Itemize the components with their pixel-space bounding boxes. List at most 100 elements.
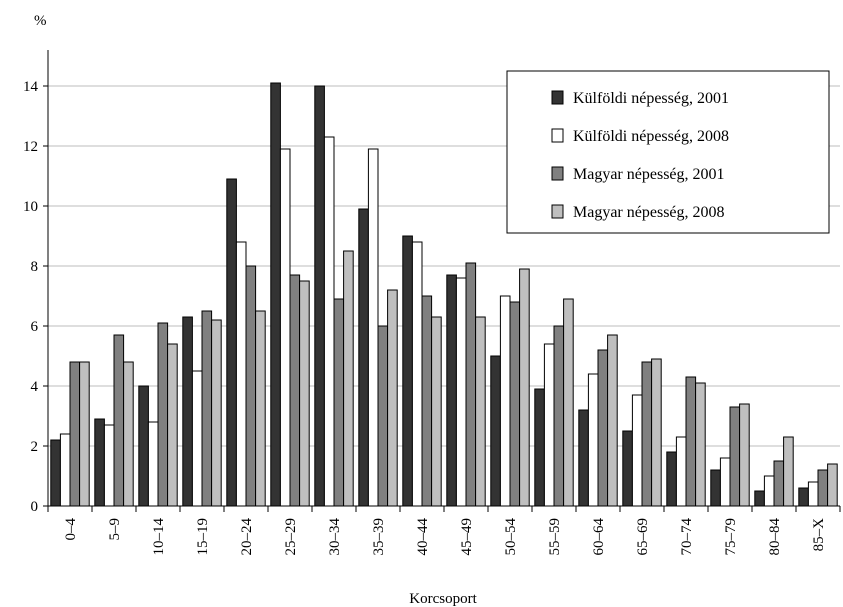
bar [710,469,721,507]
bar [289,274,301,507]
x-tick-label: 65–69 [635,518,651,556]
bar [235,241,247,507]
bar [245,265,257,507]
x-tick-label: 40–44 [415,518,431,556]
bar [578,409,589,507]
bar [695,382,706,507]
bar [94,418,105,507]
bar [147,421,159,507]
bar [167,343,178,507]
bar [773,460,785,507]
bar [79,361,90,507]
bar [69,361,81,507]
bar [191,370,203,507]
x-tick-label: 60–64 [591,518,607,556]
bar [226,178,237,507]
y-tick-label: 8 [31,259,39,275]
x-tick-labels: 0–4 5–9 10–14 15–19 20–24 25–29 30–34 35–39 40–4… [47,506,841,556]
bar [411,241,423,507]
gridlines [48,85,840,447]
bar [534,388,545,507]
bar [607,334,618,507]
legend: Külföldi népesség, 2001 Külföldi népesség… [506,70,830,234]
y-tick-label: 12 [23,139,38,155]
bar [827,463,838,507]
y-tick-label: 14 [23,79,39,95]
bar [817,469,829,507]
bar [421,295,433,507]
bar [754,490,765,507]
bar [367,148,379,507]
bar [333,298,345,507]
bar [675,436,687,507]
bar [490,355,501,507]
x-tick-label: 5–9 [107,518,123,541]
bar [587,373,599,507]
bar [211,319,222,507]
x-tick-label: 30–34 [327,518,343,556]
x-tick-label: 50–54 [503,518,519,556]
y-tick-label: 4 [31,379,39,395]
bar [314,85,325,507]
x-tick-label: 85–X [811,518,827,552]
bar [597,349,609,507]
legend-swatch [551,166,564,181]
x-tick-label: 55–59 [547,518,563,556]
bars [50,82,838,507]
bar [446,274,457,507]
bar [402,235,413,507]
bar [666,451,677,507]
bar [553,325,565,507]
x-tick-label: 20–24 [239,518,255,556]
legend-swatch [551,128,564,143]
bar [475,316,486,507]
x-tick-label: 75–79 [723,518,739,556]
bar [739,403,750,507]
bar [59,433,71,507]
bar [255,310,266,507]
bar [499,295,511,507]
bar [543,343,555,507]
legend-label: Külföldi népesség, 2001 [573,90,729,107]
bar [431,316,442,507]
bar [157,322,169,507]
bar [519,268,530,507]
x-tick-label: 15–19 [195,518,211,556]
bar [807,481,819,507]
y-tick-label: 6 [31,319,39,335]
bar [343,250,354,507]
x-tick-label: 35–39 [371,518,387,556]
bar [358,208,369,507]
y-tick-labels: 0 2 4 6 8 10 12 14 [23,79,48,515]
legend-swatch [551,204,564,219]
bar [783,436,794,507]
bar [631,394,643,507]
bar [719,457,731,507]
bar [279,148,291,507]
x-axis-title: Korcsoport [409,591,477,607]
bar [563,298,574,507]
bar [299,280,310,507]
y-tick-label: 10 [23,199,38,215]
bar [622,430,633,507]
bar [113,334,125,507]
legend-label: Külföldi népesség, 2008 [573,128,729,145]
x-tick-label: 70–74 [679,518,695,556]
bar [509,301,521,507]
y-tick-label: 0 [31,499,39,515]
bar [138,385,149,507]
bar [729,406,741,507]
bar [50,439,61,507]
bar [377,325,389,507]
bar [685,376,697,507]
bar [387,289,398,507]
legend-label: Magyar népesség, 2008 [573,204,725,221]
y-tick-label: 2 [31,439,39,455]
bar [465,262,477,507]
bar [763,475,775,507]
x-tick-label: 25–29 [283,518,299,556]
bar [798,487,809,507]
bar [641,361,653,507]
bar [651,358,662,507]
